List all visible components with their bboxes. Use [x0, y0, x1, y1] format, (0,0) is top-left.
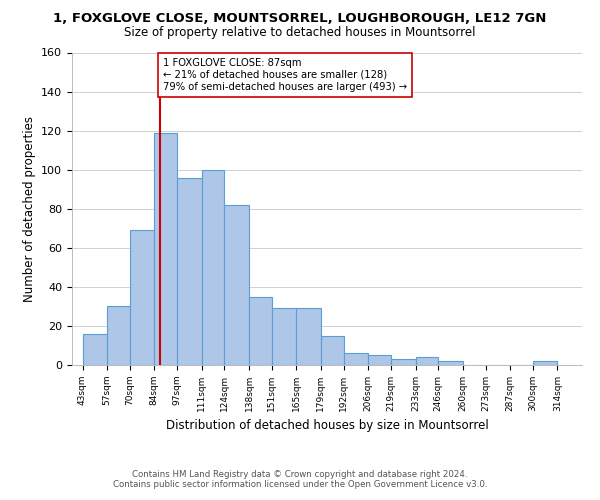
Bar [202, 170, 224, 365]
Bar [272, 308, 296, 365]
Text: 1 FOXGLOVE CLOSE: 87sqm
← 21% of detached houses are smaller (128)
79% of semi-d: 1 FOXGLOVE CLOSE: 87sqm ← 21% of detache… [163, 58, 407, 92]
Y-axis label: Number of detached properties: Number of detached properties [23, 116, 35, 302]
Text: Size of property relative to detached houses in Mountsorrel: Size of property relative to detached ho… [124, 26, 476, 39]
Text: 1, FOXGLOVE CLOSE, MOUNTSORREL, LOUGHBOROUGH, LE12 7GN: 1, FOXGLOVE CLOSE, MOUNTSORREL, LOUGHBOR… [53, 12, 547, 26]
Bar [130, 230, 154, 365]
Bar [533, 361, 557, 365]
Bar [296, 308, 321, 365]
Bar [177, 178, 202, 365]
X-axis label: Distribution of detached houses by size in Mountsorrel: Distribution of detached houses by size … [166, 420, 488, 432]
Bar [391, 359, 416, 365]
Bar [154, 132, 177, 365]
Bar [438, 361, 463, 365]
Bar [249, 296, 272, 365]
Bar [83, 334, 107, 365]
Bar [107, 306, 130, 365]
Text: Contains HM Land Registry data © Crown copyright and database right 2024.
Contai: Contains HM Land Registry data © Crown c… [113, 470, 487, 489]
Bar [224, 205, 249, 365]
Bar [344, 354, 368, 365]
Bar [416, 357, 438, 365]
Bar [368, 355, 391, 365]
Bar [321, 336, 344, 365]
